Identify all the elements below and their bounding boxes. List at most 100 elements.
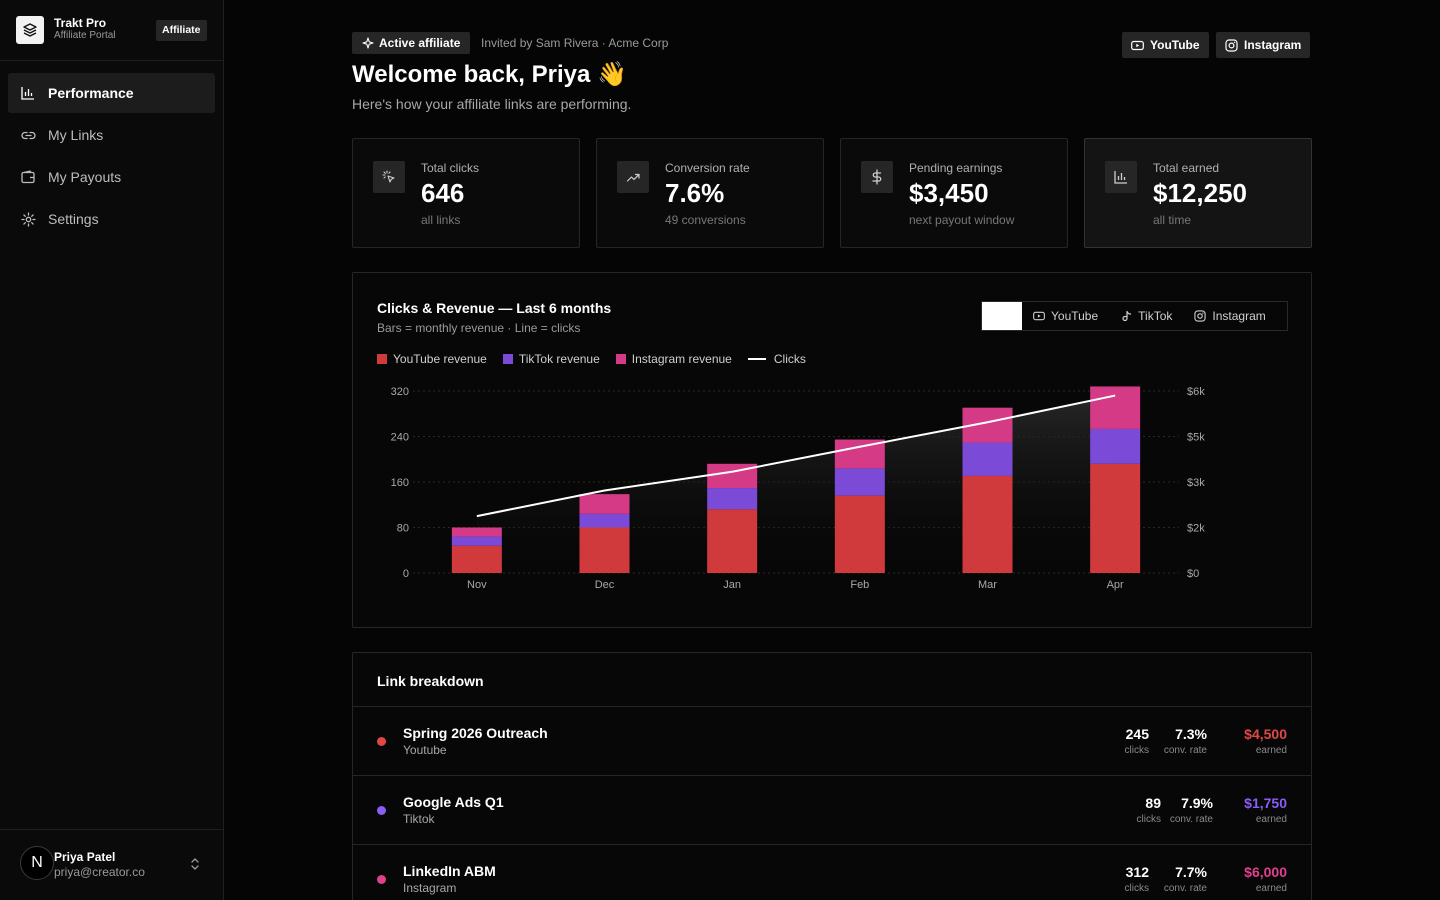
x-tick-label: Mar <box>978 579 997 591</box>
link-row[interactable]: Google Ads Q1 Tiktok 89 clicks 7.9% conv. … <box>353 775 1311 844</box>
sidebar-item-label: My Payouts <box>48 169 122 185</box>
y-tick-label-right: $5k <box>1187 432 1205 444</box>
chevron-up-down-icon[interactable] <box>188 857 202 871</box>
filter-all[interactable] <box>982 302 1022 330</box>
link-earned: $1,750 earned <box>1244 795 1287 825</box>
bar-instagram-revenue <box>451 527 502 537</box>
stat-card-conversion-rate: Conversion rate 7.6% 49 conversions <box>596 138 824 248</box>
page-title: Welcome back, Priya 👋 <box>352 61 627 88</box>
link-source: Instagram <box>403 881 457 895</box>
link-name: Google Ads Q1 <box>403 794 504 810</box>
filter-instagram[interactable]: Instagram <box>1183 302 1276 330</box>
bar-youtube-revenue <box>707 509 758 573</box>
sidebar-item-label: My Links <box>48 127 104 143</box>
link-clicks: 89 clicks <box>1136 795 1161 825</box>
status-badge: Active affiliate <box>352 32 471 54</box>
user-email: priya@creator.co <box>54 865 145 879</box>
layers-logo-icon <box>16 16 44 44</box>
link-breakdown-card: Link breakdown Spring 2026 Outreach Yout… <box>352 652 1312 900</box>
link-source: Youtube <box>403 743 447 757</box>
link-conv-rate: 7.7% conv. rate <box>1163 864 1207 894</box>
bar-chart-icon <box>20 85 36 101</box>
sidebar-item-settings[interactable]: Settings <box>8 199 215 239</box>
stat-card-total-clicks: Total clicks 646 all links <box>352 138 580 248</box>
filter-youtube[interactable]: YouTube <box>1022 302 1109 330</box>
bar-youtube-revenue <box>962 475 1013 573</box>
instagram-button[interactable]: Instagram <box>1216 32 1311 58</box>
chart-title: Clicks & Revenue — Last 6 months <box>377 300 612 316</box>
clicks-revenue-chart-card: 0 80 160 240 320 $0 $2k $3k $5k $6k Nov Dec Jan Feb Ma… <box>352 272 1312 628</box>
stat-label: Pending earnings <box>909 161 1003 175</box>
user-menu[interactable]: N Priya Patel priya@creator.co <box>0 829 223 900</box>
youtube-icon <box>1131 39 1144 52</box>
instagram-icon <box>1194 310 1207 322</box>
status-dot <box>377 875 386 884</box>
bar-youtube-revenue <box>1090 463 1141 573</box>
youtube-button[interactable]: YouTube <box>1122 32 1209 58</box>
y-tick-label-right: $3k <box>1187 477 1205 489</box>
y-tick-label-right: $0 <box>1187 568 1199 580</box>
link-clicks: 245 clicks <box>1124 726 1149 756</box>
bar-instagram-revenue <box>579 494 630 514</box>
link-source: Tiktok <box>403 812 435 826</box>
link-row[interactable]: LinkedIn ABM Instagram 312 clicks 7.7% con… <box>353 844 1311 900</box>
music-note-icon <box>1120 310 1132 322</box>
instagram-icon <box>1225 38 1238 52</box>
stat-label: Conversion rate <box>665 161 750 175</box>
link-clicks: 312 clicks <box>1124 864 1149 894</box>
bar-tiktok-revenue <box>707 488 758 510</box>
wallet-icon <box>20 169 36 185</box>
bar-instagram-revenue <box>1090 386 1141 429</box>
user-name: Priya Patel <box>54 850 116 864</box>
clicks-revenue-chart: 0 80 160 240 320 $0 $2k $3k $5k $6k Nov Dec Jan Feb Ma… <box>391 386 1206 591</box>
brand-header: Trakt Pro Affiliate Portal Affiliate <box>0 0 223 61</box>
bar-chart-icon <box>1105 161 1137 193</box>
stat-card-total-earned: Total earned $12,250 all time <box>1084 138 1312 248</box>
gear-icon <box>20 211 36 227</box>
link-earned: $6,000 earned <box>1244 864 1287 894</box>
stat-label: Total earned <box>1153 161 1220 175</box>
x-tick-label: Dec <box>595 579 615 591</box>
trending-up-icon <box>617 161 649 193</box>
link-earned: $4,500 earned <box>1244 726 1287 756</box>
bar-youtube-revenue <box>579 527 630 573</box>
stat-note: all links <box>421 213 461 227</box>
cursor-click-icon <box>373 161 405 193</box>
stat-value: 7.6% <box>665 178 725 208</box>
invited-by-text: Invited by Sam Rivera · Acme Corp <box>481 36 669 50</box>
platform-filter: YouTube TikTok Instagram <box>981 301 1288 331</box>
stat-note: next payout window <box>909 213 1015 227</box>
bar-tiktok-revenue <box>962 442 1013 476</box>
filter-label: YouTube <box>1051 309 1099 323</box>
stat-note: all time <box>1153 213 1192 227</box>
x-tick-label: Apr <box>1107 579 1124 591</box>
brand-name: Trakt Pro <box>54 16 107 30</box>
link-row[interactable]: Spring 2026 Outreach Youtube 245 clicks 7… <box>353 706 1311 775</box>
sidebar-item-performance[interactable]: Performance <box>8 73 215 113</box>
clicks-line <box>476 394 1116 518</box>
sidebar-item-label: Performance <box>48 85 134 101</box>
link-conv-rate: 7.9% conv. rate <box>1169 795 1213 825</box>
avatar: N <box>20 846 54 880</box>
stat-value: 646 <box>421 178 465 208</box>
sidebar-item-my-links[interactable]: My Links <box>8 115 215 155</box>
link-list: Spring 2026 Outreach Youtube 245 clicks 7… <box>353 706 1311 900</box>
filter-tiktok[interactable]: TikTok <box>1109 302 1183 330</box>
y-tick-label-left: 80 <box>397 523 409 535</box>
legend-clicks: Clicks <box>747 352 806 366</box>
sidebar-item-label: Settings <box>48 211 99 227</box>
y-tick-label-left: 240 <box>391 432 409 444</box>
sidebar-item-my-payouts[interactable]: My Payouts <box>8 157 215 197</box>
filter-label: TikTok <box>1138 309 1173 323</box>
legend-instagram: Instagram revenue <box>615 352 732 366</box>
legend-youtube: YouTube revenue <box>377 352 487 366</box>
clicks-area <box>476 395 1116 573</box>
x-tick-label: Nov <box>467 579 487 591</box>
status-dot <box>377 806 386 815</box>
chart-subtitle: Bars = monthly revenue · Line = clicks <box>377 321 581 335</box>
stat-card-pending-earnings: Pending earnings $3,450 next payout wind… <box>840 138 1068 248</box>
sidebar-nav: Performance My Links My Payouts Settings <box>8 73 215 241</box>
sidebar: Trakt Pro Affiliate Portal Affiliate Per… <box>0 0 224 900</box>
y-tick-label-left: 0 <box>403 568 409 580</box>
bar-tiktok-revenue <box>451 536 502 546</box>
